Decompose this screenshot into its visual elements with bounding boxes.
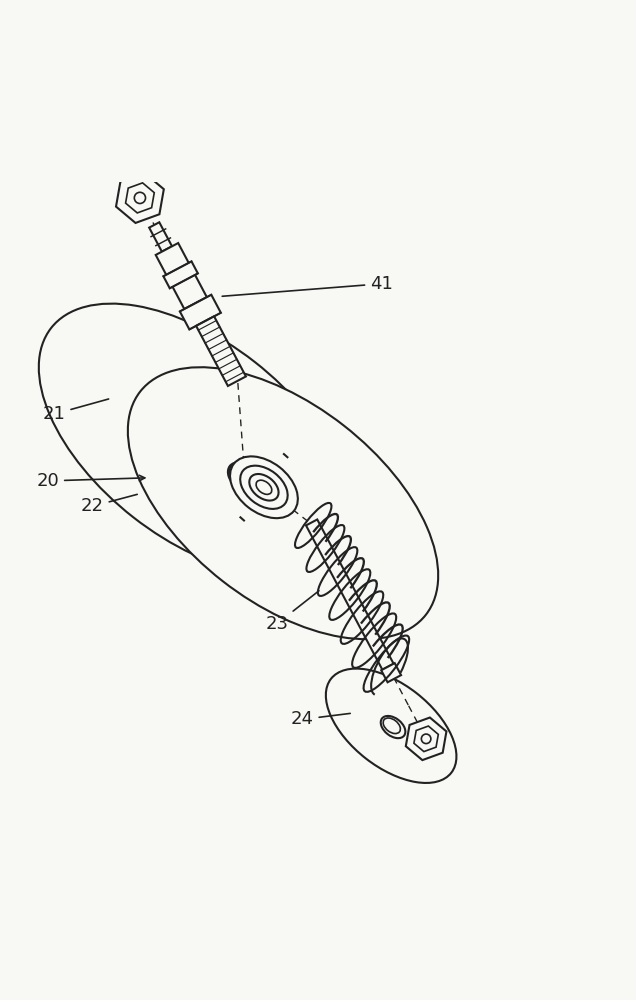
- Text: 20: 20: [36, 472, 145, 490]
- Text: 24: 24: [291, 710, 350, 728]
- Ellipse shape: [381, 716, 405, 738]
- Circle shape: [422, 734, 431, 744]
- Polygon shape: [125, 183, 155, 213]
- Ellipse shape: [326, 669, 457, 783]
- Polygon shape: [196, 316, 246, 386]
- Ellipse shape: [240, 466, 287, 509]
- Ellipse shape: [249, 474, 279, 501]
- Polygon shape: [406, 718, 446, 760]
- Polygon shape: [180, 295, 221, 329]
- Text: 23: 23: [265, 591, 319, 633]
- Ellipse shape: [230, 464, 256, 488]
- Ellipse shape: [39, 304, 349, 576]
- Text: 21: 21: [43, 399, 109, 423]
- Polygon shape: [381, 663, 401, 682]
- Circle shape: [134, 192, 146, 203]
- Polygon shape: [156, 243, 207, 309]
- Ellipse shape: [230, 456, 298, 518]
- Ellipse shape: [383, 718, 401, 734]
- Ellipse shape: [256, 480, 272, 494]
- Polygon shape: [414, 726, 438, 752]
- Polygon shape: [163, 261, 198, 288]
- Ellipse shape: [128, 367, 438, 639]
- Polygon shape: [149, 222, 172, 252]
- Text: 41: 41: [222, 275, 393, 296]
- Polygon shape: [116, 173, 164, 223]
- Polygon shape: [306, 519, 394, 670]
- Ellipse shape: [228, 462, 262, 493]
- Text: 22: 22: [81, 494, 137, 515]
